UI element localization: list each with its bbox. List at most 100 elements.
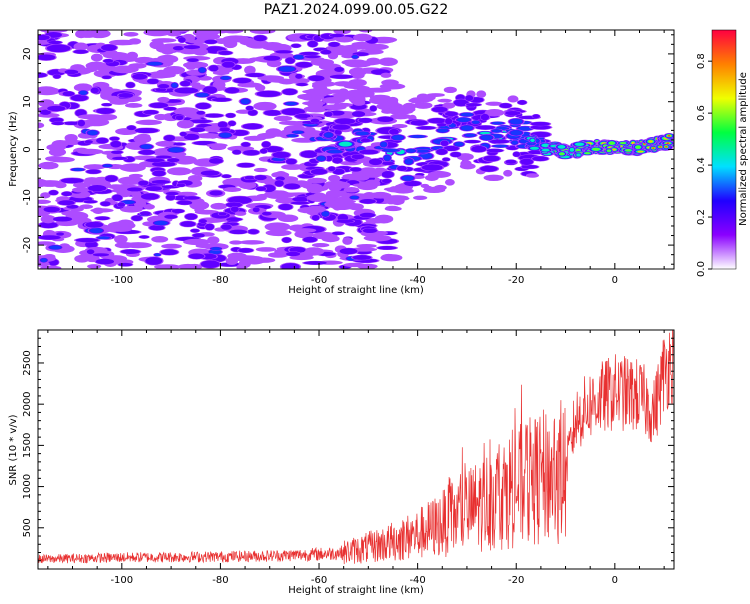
heatmap-speckle-cell [119, 248, 142, 255]
heatmap-noise-cell [40, 265, 62, 269]
heatmap-band-cell [426, 117, 448, 124]
heatmap-noise-cell [303, 105, 329, 113]
heatmap-speckle-cell [209, 246, 224, 251]
heatmap-speckle-cell [203, 39, 219, 45]
heatmap-speckle-cell [241, 149, 261, 156]
heatmap-noise-cell [133, 134, 152, 144]
heatmap-speckle-cell [217, 50, 234, 56]
heatmap-noise-cell [97, 179, 108, 187]
heatmap-noise-cell [267, 131, 289, 137]
heatmap-band-cell [504, 159, 518, 165]
heatmap-band-cell [328, 184, 342, 192]
heatmap-speckle-cell [111, 156, 129, 161]
heatmap-noise-cell [307, 74, 326, 82]
colorbar-label: Normalized spectral amplitude [738, 72, 749, 226]
heatmap-band-cell [437, 98, 452, 103]
heatmap-band-cell [490, 144, 511, 148]
heatmap-band-cell [402, 180, 423, 187]
heatmap-speckle-cell [320, 49, 333, 55]
heatmap-speckle-cell [217, 211, 228, 216]
colorbar: 0.0 0.2 0.4 0.6 0.8 Normalized spectral ampl… [696, 29, 749, 277]
heatmap-speckle-cell [290, 130, 306, 135]
heatmap-band-cell [503, 110, 522, 116]
heatmap-band-cell [482, 155, 501, 163]
heatmap-speckle-cell [102, 58, 114, 64]
y-tick-label: 2500 [22, 350, 33, 375]
heatmap-noise-cell [281, 164, 305, 170]
heatmap-noise-cell [45, 155, 66, 162]
heatmap-noise-cell [90, 53, 103, 62]
heatmap-band-cell [324, 155, 334, 162]
heatmap-speckle-cell [95, 137, 110, 144]
heatmap-noise-cell [106, 95, 120, 102]
heatmap-band-cell [529, 121, 552, 127]
heatmap-noise-cell [59, 177, 86, 184]
snr-axes-frame [37, 329, 675, 570]
heatmap-speckle-cell [252, 34, 268, 42]
heatmap-band-cell [327, 165, 336, 172]
heatmap-noise-cell [348, 67, 368, 77]
heatmap-speckle-cell [243, 175, 256, 180]
heatmap-noise-cell [214, 38, 229, 44]
heatmap-noise-cell [87, 264, 102, 269]
heatmap-speckle-cell [320, 210, 331, 218]
heatmap-noise-cell [114, 242, 135, 249]
heatmap-speckle-cell [197, 66, 208, 74]
heatmap-speckle-cell [227, 120, 237, 127]
heatmap-speckle-cell [131, 73, 149, 80]
heatmap-speckle-cell [191, 232, 206, 238]
heatmap-band-cell [341, 175, 363, 180]
heatmap-speckle-cell [179, 131, 188, 137]
heatmap-band-cell [484, 108, 505, 117]
heatmap-band-cell [470, 119, 481, 125]
heatmap-noise-cell [153, 264, 181, 269]
x-tick-label: -40 [409, 575, 425, 586]
heatmap-band-cell [480, 113, 490, 121]
heatmap-noise-cell [202, 85, 219, 95]
heatmap-noise-cell [341, 59, 368, 66]
heatmap-noise-cell [284, 56, 296, 65]
heatmap-speckle-cell [144, 158, 166, 163]
spectrogram-ylabel: Frequency (Hz) [8, 111, 19, 187]
heatmap-speckle-cell [232, 77, 253, 84]
heatmap-noise-cell [254, 90, 283, 98]
heatmap-noise-cell [155, 140, 178, 147]
heatmap-speckle-cell [85, 129, 100, 137]
heatmap-speckle-cell [154, 87, 168, 92]
heatmap-speckle-cell [55, 232, 65, 236]
heatmap-noise-cell [342, 237, 353, 245]
heatmap-ridge-cell [605, 139, 618, 147]
heatmap-band-cell [485, 148, 505, 153]
heatmap-band-cell [441, 157, 451, 162]
heatmap-noise-cell [125, 81, 136, 89]
heatmap-noise-cell [77, 114, 105, 120]
spectrogram-heatmap [38, 30, 674, 269]
heatmap-band-cell [463, 139, 482, 144]
heatmap-noise-cell [54, 182, 67, 189]
heatmap-band-cell [487, 139, 511, 144]
heatmap-speckle-cell [175, 114, 185, 121]
heatmap-band-cell [380, 161, 396, 166]
heatmap-speckle-cell [154, 155, 173, 159]
heatmap-speckle-cell [338, 247, 359, 255]
heatmap-speckle-cell [170, 81, 179, 89]
heatmap-band-cell [403, 157, 415, 166]
heatmap-band-cell [512, 151, 521, 158]
heatmap-speckle-cell [306, 40, 319, 48]
heatmap-noise-cell [38, 241, 56, 246]
heatmap-speckle-cell [281, 236, 292, 244]
snr-xlabel: Height of straight line (km) [288, 585, 424, 596]
heatmap-band-cell [333, 117, 357, 125]
heatmap-band-cell [413, 101, 433, 109]
heatmap-band-cell [413, 195, 428, 200]
heatmap-noise-cell [172, 87, 200, 94]
heatmap-speckle-cell [273, 49, 294, 54]
heatmap-speckle-cell [275, 65, 298, 73]
heatmap-noise-cell [128, 38, 142, 45]
heatmap-noise-cell [298, 51, 320, 56]
heatmap-noise-cell [192, 47, 209, 56]
heatmap-band-cell [407, 134, 428, 139]
heatmap-noise-cell [376, 245, 399, 251]
heatmap-speckle-cell [245, 105, 254, 111]
heatmap-band-cell [412, 149, 432, 154]
